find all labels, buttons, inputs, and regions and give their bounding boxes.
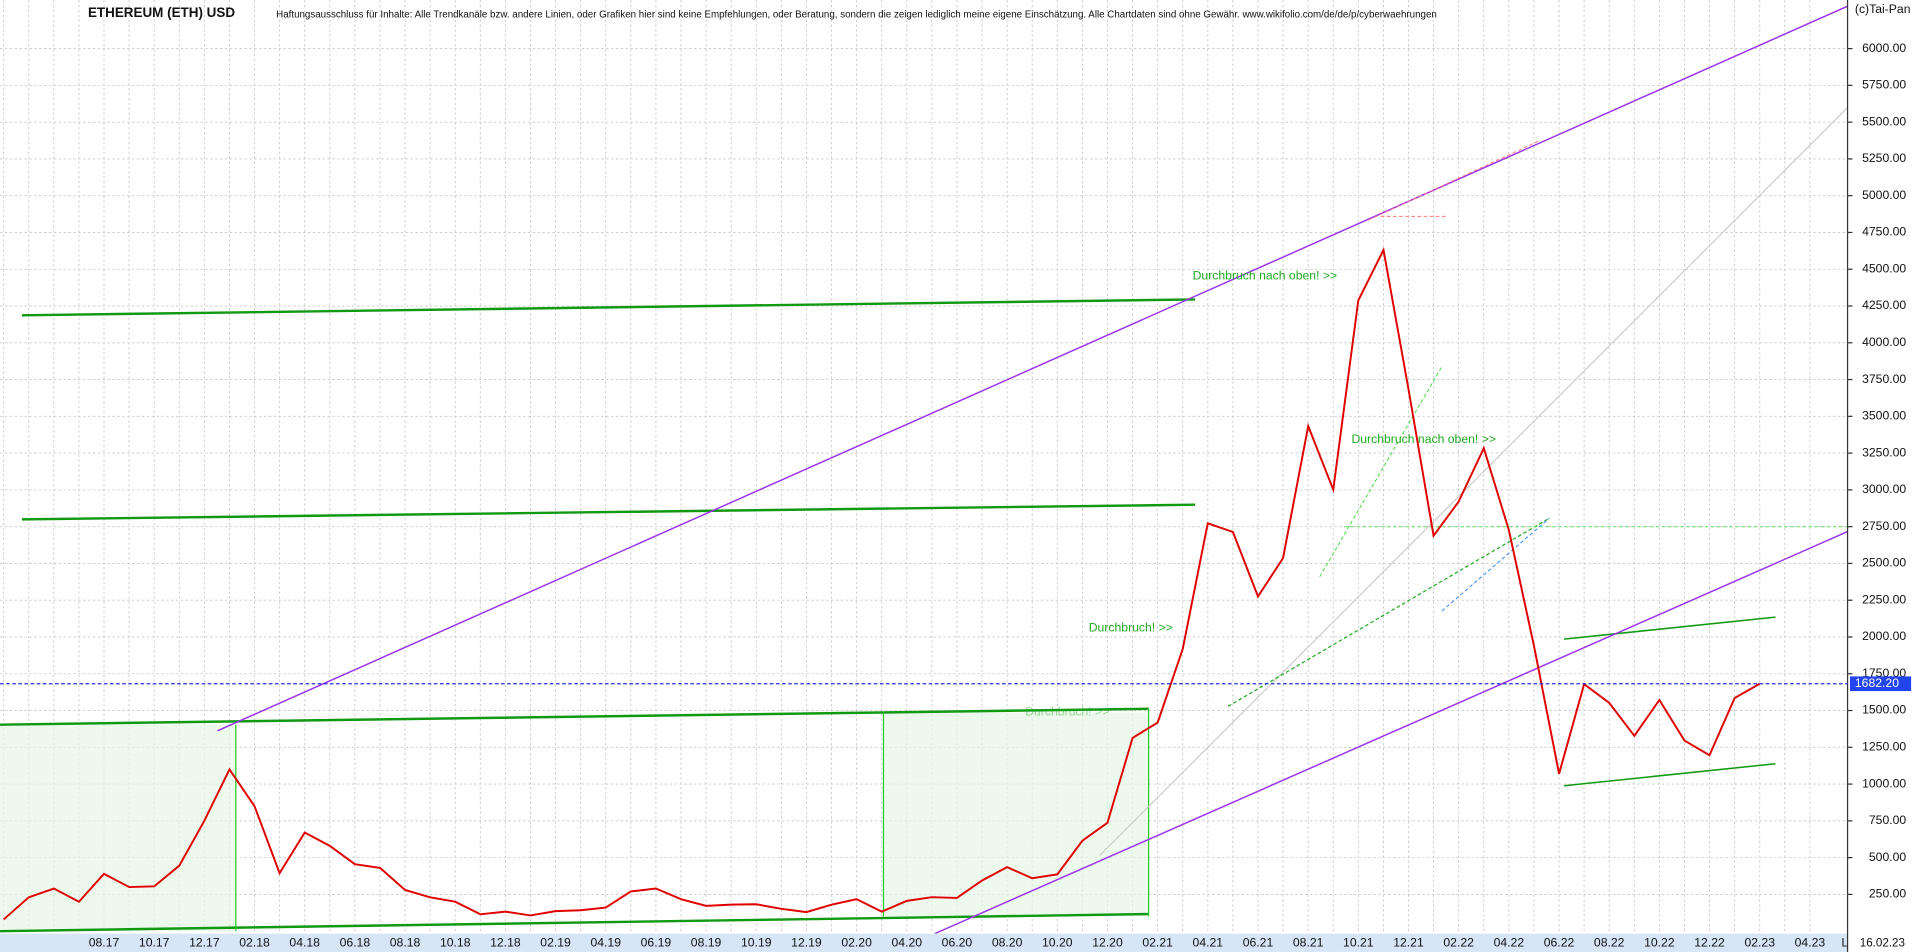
x-tick-label: 10.17 <box>139 936 170 950</box>
x-tick-label: 04.23 <box>1795 936 1826 950</box>
x-tick-label: 12.21 <box>1393 936 1424 950</box>
y-tick-label: 500.00 <box>1869 850 1907 864</box>
y-tick-label: 3250.00 <box>1862 445 1906 459</box>
annotation: Durchbruch! >> <box>1089 620 1173 634</box>
x-tick-label: 04.18 <box>289 936 320 950</box>
y-tick-label: 750.00 <box>1869 813 1907 827</box>
y-tick-label: 1000.00 <box>1862 776 1906 790</box>
y-tick-label: 5500.00 <box>1862 114 1906 128</box>
x-tick-label: 10.21 <box>1343 936 1374 950</box>
x-tick-label: 10.22 <box>1644 936 1675 950</box>
y-tick-label: 4500.00 <box>1862 261 1906 275</box>
date-label: 16.02.23 <box>1860 936 1905 949</box>
x-tick-label: 08.17 <box>89 936 120 950</box>
x-tick-label: 06.20 <box>942 936 973 950</box>
y-tick-label: 6000.00 <box>1862 41 1906 55</box>
x-tick-label: 10.19 <box>741 936 772 950</box>
x-tick-label: 04.22 <box>1494 936 1525 950</box>
last-price-box <box>1850 676 1912 692</box>
x-tick-label: 10.18 <box>440 936 471 950</box>
range-box <box>0 724 236 932</box>
x-tick-label: 08.22 <box>1594 936 1625 950</box>
x-tick-label: 06.21 <box>1243 936 1274 950</box>
x-tick-label: 12.20 <box>1092 936 1123 950</box>
x-tick-label: 12.17 <box>189 936 220 950</box>
x-tick-label: 02.20 <box>841 936 872 950</box>
y-tick-label: 250.00 <box>1869 887 1907 901</box>
x-tick-label: 02.19 <box>540 936 571 950</box>
y-tick-label: 3500.00 <box>1862 409 1906 423</box>
y-tick-label: 3750.00 <box>1862 372 1906 386</box>
x-tick-label: 08.20 <box>992 936 1023 950</box>
x-tick-label: 06.18 <box>340 936 371 950</box>
y-tick-label: 4750.00 <box>1862 225 1906 239</box>
y-tick-label: 4250.00 <box>1862 298 1906 312</box>
x-tick-label: 04.19 <box>590 936 621 950</box>
y-tick-label: 2750.00 <box>1862 519 1906 533</box>
annotation: Durchbruch! >> <box>1025 705 1109 719</box>
x-tick-label: 06.22 <box>1544 936 1575 950</box>
y-tick-label: 1500.00 <box>1862 703 1906 717</box>
y-tick-label: 5250.00 <box>1862 151 1906 165</box>
x-tick-label: 02.23 <box>1744 936 1775 950</box>
range-box <box>883 712 1149 917</box>
price-line <box>3 246 1761 921</box>
x-tick-label: 12.19 <box>791 936 822 950</box>
x-tick-label: 12.18 <box>490 936 521 950</box>
subtitle: Haftungsausschluss für Inhalte: Alle Tre… <box>276 9 1437 20</box>
x-tick-label: 02.21 <box>1142 936 1173 950</box>
y-tick-label: 2500.00 <box>1862 556 1906 570</box>
trendlines <box>0 5 1849 935</box>
y-tick-label: 2000.00 <box>1862 629 1906 643</box>
copyright: (c)Tai-Pan <box>1855 2 1911 16</box>
annotation: Durchbruch nach oben! >> <box>1193 268 1338 282</box>
x-tick-label: 12.22 <box>1694 936 1725 950</box>
x-tick-label: 08.21 <box>1293 936 1324 950</box>
x-tick-label: 08.19 <box>691 936 722 950</box>
x-tick-label: 08.18 <box>390 936 421 950</box>
x-tick-label: 02.18 <box>239 936 270 950</box>
y-tick-label: 3000.00 <box>1862 482 1906 496</box>
x-tick-label: 04.20 <box>892 936 923 950</box>
x-axis-band <box>0 933 1848 952</box>
y-tick-label: 5000.00 <box>1862 188 1906 202</box>
axis-corner: L <box>1841 936 1848 949</box>
last-price-label: 1682.20 <box>1855 676 1899 690</box>
y-tick-label: 2250.00 <box>1862 592 1906 606</box>
x-tick-label: 04.21 <box>1193 936 1224 950</box>
x-tick-label: 10.20 <box>1042 936 1073 950</box>
y-tick-label: 1250.00 <box>1862 740 1906 754</box>
x-tick-label: 06.19 <box>641 936 672 950</box>
x-tick-label: 02.22 <box>1443 936 1474 950</box>
chart-title: ETHEREUM (ETH) USD <box>88 5 235 20</box>
y-tick-label: 4000.00 <box>1862 335 1906 349</box>
y-tick-label: 5750.00 <box>1862 78 1906 92</box>
annotation: Durchbruch nach oben! >> <box>1351 432 1496 446</box>
